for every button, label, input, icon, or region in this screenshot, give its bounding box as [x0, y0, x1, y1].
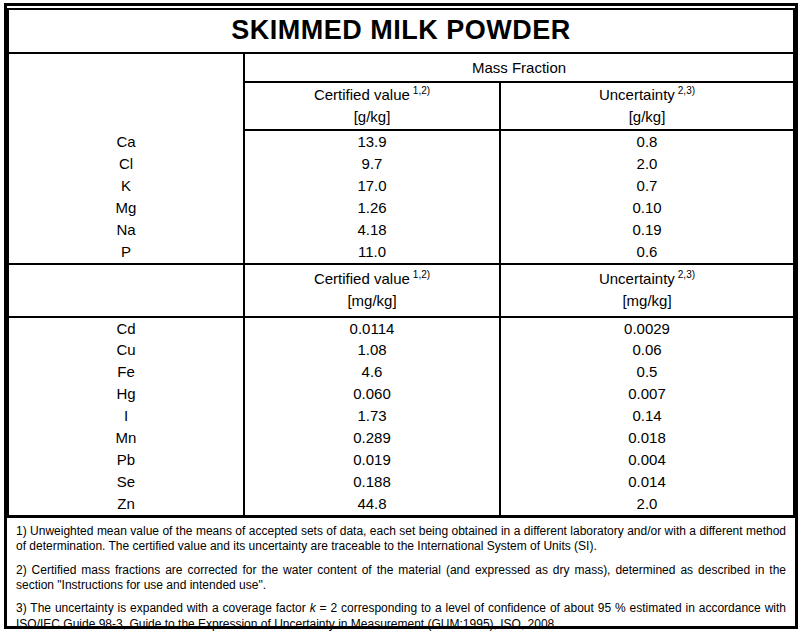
element-symbol: Ca	[8, 130, 244, 153]
element-symbol: Fe	[8, 361, 244, 383]
element-symbol: Se	[8, 471, 244, 493]
certified-value: 0.0114	[244, 317, 500, 340]
uncertainty-value: 0.7	[500, 175, 794, 197]
uncertainty-label: Uncertainty	[599, 86, 675, 103]
uncertainty-unit: [mg/kg]	[501, 290, 793, 312]
certificate-page: SKIMMED MILK POWDER Mass Fraction Certif…	[4, 3, 798, 629]
certified-value-label: Certified value	[314, 86, 410, 103]
certified-value-header: Certified value1,2) [mg/kg]	[244, 264, 500, 317]
certified-value: 4.6	[244, 361, 500, 383]
table-row: P 11.0 0.6	[8, 241, 794, 264]
uncertainty-value: 2.0	[500, 153, 794, 175]
element-symbol: K	[8, 175, 244, 197]
table-row: Cl 9.7 2.0	[8, 153, 794, 175]
uncertainty-value: 0.6	[500, 241, 794, 264]
certified-value: 9.7	[244, 153, 500, 175]
footnote-2: 2) Certified mass fractions are correcte…	[16, 563, 786, 594]
certified-value: 0.019	[244, 449, 500, 471]
certified-value: 17.0	[244, 175, 500, 197]
table-row: Pb 0.019 0.004	[8, 449, 794, 471]
certified-value-label: Certified value	[314, 270, 410, 287]
page-title: SKIMMED MILK POWDER	[8, 9, 794, 53]
footnotes-row: 1) Unweighted mean value of the means of…	[8, 517, 794, 633]
uncertainty-value: 0.06	[500, 339, 794, 361]
table-row: Na 4.18 0.19	[8, 219, 794, 241]
uncertainty-label: Uncertainty	[599, 270, 675, 287]
element-symbol: Mg	[8, 197, 244, 219]
footnotes: 1) Unweighted mean value of the means of…	[8, 517, 794, 633]
certified-value-footnote-ref: 1,2)	[413, 85, 430, 96]
table-row: Mg 1.26 0.10	[8, 197, 794, 219]
certified-value-unit: [g/kg]	[245, 106, 499, 128]
uncertainty-value: 0.8	[500, 130, 794, 153]
table-row: Cd 0.0114 0.0029	[8, 317, 794, 340]
element-symbol: Cd	[8, 317, 244, 340]
table-row: Hg 0.060 0.007	[8, 383, 794, 405]
uncertainty-value: 0.14	[500, 405, 794, 427]
element-symbol: Zn	[8, 493, 244, 516]
certified-value: 44.8	[244, 493, 500, 516]
element-symbol: I	[8, 405, 244, 427]
element-column-spacer	[8, 53, 244, 130]
element-column-spacer	[8, 264, 244, 317]
table-row: Se 0.188 0.014	[8, 471, 794, 493]
element-symbol: Pb	[8, 449, 244, 471]
uncertainty-footnote-ref: 2,3)	[678, 85, 695, 96]
element-symbol: Na	[8, 219, 244, 241]
footnote-1: 1) Unweighted mean value of the means of…	[16, 524, 786, 555]
group-header-row: Mass Fraction	[8, 53, 794, 82]
uncertainty-value: 0.004	[500, 449, 794, 471]
uncertainty-unit: [g/kg]	[501, 106, 793, 128]
uncertainty-footnote-ref: 2,3)	[678, 269, 695, 280]
uncertainty-value: 0.0029	[500, 317, 794, 340]
element-symbol: Cu	[8, 339, 244, 361]
certified-value: 1.08	[244, 339, 500, 361]
table-row: Cu 1.08 0.06	[8, 339, 794, 361]
certified-value: 13.9	[244, 130, 500, 153]
uncertainty-value: 2.0	[500, 493, 794, 516]
certified-value: 0.289	[244, 427, 500, 449]
element-symbol: Cl	[8, 153, 244, 175]
element-symbol: Mn	[8, 427, 244, 449]
certificate-table: SKIMMED MILK POWDER Mass Fraction Certif…	[7, 8, 795, 633]
table-row: Fe 4.6 0.5	[8, 361, 794, 383]
element-symbol: Hg	[8, 383, 244, 405]
table-row: Ca 13.9 0.8	[8, 130, 794, 153]
uncertainty-header: Uncertainty2,3) [mg/kg]	[500, 264, 794, 317]
footnote-3-text: 3) The uncertainty is expanded with a co…	[16, 601, 310, 615]
certified-value: 0.188	[244, 471, 500, 493]
element-symbol: P	[8, 241, 244, 264]
uncertainty-value: 0.007	[500, 383, 794, 405]
certified-value: 11.0	[244, 241, 500, 264]
column-header-row-mgkg: Certified value1,2) [mg/kg] Uncertainty2…	[8, 264, 794, 317]
certified-value-footnote-ref: 1,2)	[413, 269, 430, 280]
certified-value: 4.18	[244, 219, 500, 241]
uncertainty-header: Uncertainty2,3) [g/kg]	[500, 82, 794, 130]
certified-value-header: Certified value1,2) [g/kg]	[244, 82, 500, 130]
certified-value: 1.26	[244, 197, 500, 219]
uncertainty-value: 0.014	[500, 471, 794, 493]
certified-value-unit: [mg/kg]	[245, 290, 499, 312]
certified-value: 1.73	[244, 405, 500, 427]
certified-value: 0.060	[244, 383, 500, 405]
table-row: I 1.73 0.14	[8, 405, 794, 427]
mass-fraction-header: Mass Fraction	[244, 53, 794, 82]
uncertainty-value: 0.19	[500, 219, 794, 241]
table-row: K 17.0 0.7	[8, 175, 794, 197]
uncertainty-value: 0.10	[500, 197, 794, 219]
title-row: SKIMMED MILK POWDER	[8, 9, 794, 53]
footnote-3: 3) The uncertainty is expanded with a co…	[16, 601, 786, 632]
uncertainty-value: 0.5	[500, 361, 794, 383]
table-row: Mn 0.289 0.018	[8, 427, 794, 449]
table-row: Zn 44.8 2.0	[8, 493, 794, 516]
uncertainty-value: 0.018	[500, 427, 794, 449]
